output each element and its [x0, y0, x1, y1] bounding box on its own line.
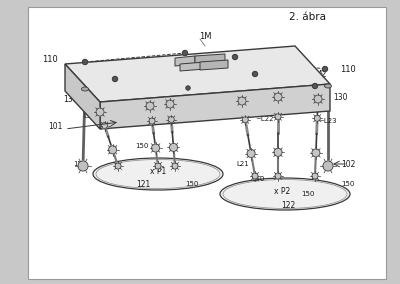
Circle shape [314, 95, 322, 103]
Circle shape [274, 93, 282, 101]
Text: L11: L11 [84, 113, 96, 119]
Circle shape [312, 83, 318, 89]
Circle shape [323, 161, 333, 171]
Circle shape [238, 97, 246, 105]
Text: x R2: x R2 [266, 70, 284, 78]
Circle shape [149, 118, 155, 124]
Text: x R1: x R1 [128, 62, 146, 70]
Text: 101: 101 [48, 122, 62, 131]
Ellipse shape [324, 84, 332, 88]
Circle shape [172, 163, 178, 169]
Circle shape [146, 102, 154, 110]
Circle shape [252, 173, 258, 179]
Circle shape [247, 149, 255, 158]
Circle shape [112, 76, 118, 82]
Circle shape [115, 163, 121, 169]
Polygon shape [65, 46, 330, 102]
Text: x P2: x P2 [274, 187, 290, 195]
Circle shape [274, 148, 282, 156]
Ellipse shape [324, 164, 332, 168]
Text: 2. ábra: 2. ábra [290, 12, 326, 22]
Polygon shape [100, 84, 330, 129]
Text: 1M: 1M [199, 32, 211, 41]
Text: 150: 150 [251, 176, 265, 182]
Circle shape [170, 143, 178, 151]
Text: L21: L21 [237, 161, 249, 167]
Circle shape [182, 51, 188, 55]
Circle shape [275, 114, 281, 120]
Text: 122: 122 [281, 202, 295, 210]
Circle shape [102, 122, 108, 128]
Text: 130: 130 [63, 95, 77, 103]
Circle shape [166, 100, 174, 108]
Text: 150: 150 [135, 143, 149, 149]
Circle shape [275, 173, 281, 179]
Circle shape [186, 86, 190, 90]
Circle shape [242, 117, 248, 123]
Text: x P1: x P1 [150, 166, 166, 176]
Text: 150: 150 [341, 181, 355, 187]
Text: ~L12: ~L12 [146, 113, 164, 119]
Text: 110: 110 [42, 55, 58, 64]
Circle shape [96, 108, 104, 116]
Circle shape [82, 60, 88, 64]
Text: 110: 110 [340, 64, 356, 74]
Circle shape [78, 161, 88, 171]
Polygon shape [65, 64, 100, 129]
Circle shape [314, 115, 320, 121]
Text: ~L22: ~L22 [256, 116, 274, 122]
Text: M2: M2 [314, 70, 326, 78]
Text: L13: L13 [172, 116, 184, 122]
Circle shape [155, 163, 161, 169]
Ellipse shape [82, 87, 88, 91]
Text: 130: 130 [333, 93, 347, 101]
Polygon shape [200, 60, 228, 70]
Circle shape [312, 149, 320, 157]
Circle shape [152, 144, 160, 152]
Circle shape [252, 72, 258, 76]
Polygon shape [175, 56, 195, 66]
Text: ~L23: ~L23 [319, 118, 337, 124]
Text: 150: 150 [301, 191, 315, 197]
Text: 150: 150 [73, 161, 87, 167]
Text: 102: 102 [341, 160, 355, 168]
Polygon shape [195, 54, 225, 64]
Text: 121: 121 [136, 179, 150, 189]
Circle shape [322, 66, 328, 72]
Circle shape [168, 116, 174, 122]
Circle shape [232, 55, 238, 60]
Polygon shape [180, 62, 205, 71]
Ellipse shape [220, 178, 350, 210]
Ellipse shape [93, 158, 223, 190]
Ellipse shape [80, 164, 86, 168]
Circle shape [109, 146, 117, 154]
Circle shape [312, 173, 318, 179]
Text: 150: 150 [185, 181, 199, 187]
